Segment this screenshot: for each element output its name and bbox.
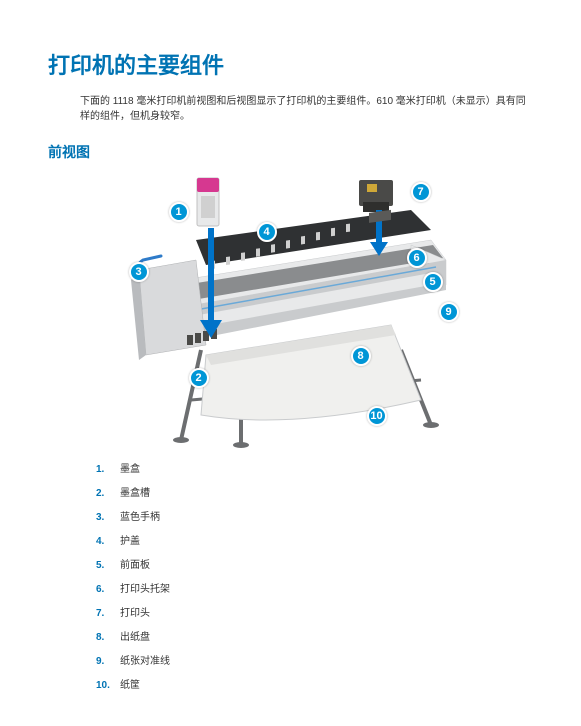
list-label: 护盖 (120, 536, 140, 547)
list-label: 出纸盘 (120, 632, 150, 643)
printer-illustration (91, 170, 491, 450)
callout-5: 5 (423, 272, 443, 292)
list-item: 3.蓝色手柄 (96, 508, 533, 523)
callout-4: 4 (257, 222, 277, 242)
list-item: 9.纸张对准线 (96, 652, 533, 667)
list-label: 纸筐 (120, 680, 140, 691)
list-number: 6. (96, 584, 120, 595)
front-view-diagram: 1 2 3 4 5 6 7 8 9 10 (91, 170, 491, 450)
callout-8: 8 (351, 346, 371, 366)
list-number: 1. (96, 464, 120, 475)
page-title: 打印机的主要组件 (48, 48, 533, 80)
list-item: 1.墨盒 (96, 460, 533, 475)
list-number: 2. (96, 488, 120, 499)
list-label: 打印头 (120, 608, 150, 619)
list-label: 打印头托架 (120, 584, 170, 595)
components-list: 1.墨盒 2.墨盒槽 3.蓝色手柄 4.护盖 5.前面板 6.打印头托架 7.打印头 8.出纸… (96, 460, 533, 691)
intro-text: 下面的 1118 毫米打印机前视图和后视图显示了打印机的主要组件。610 毫米打… (80, 94, 533, 124)
callout-2: 2 (189, 368, 209, 388)
list-label: 纸张对准线 (120, 656, 170, 667)
list-item: 7.打印头 (96, 604, 533, 619)
list-number: 10. (96, 680, 120, 691)
list-number: 5. (96, 560, 120, 571)
list-label: 墨盒 (120, 464, 140, 475)
list-label: 蓝色手柄 (120, 512, 160, 523)
list-item: 6.打印头托架 (96, 580, 533, 595)
list-number: 3. (96, 512, 120, 523)
callout-7: 7 (411, 182, 431, 202)
callout-1: 1 (169, 202, 189, 222)
list-label: 前面板 (120, 560, 150, 571)
list-number: 4. (96, 536, 120, 547)
list-item: 5.前面板 (96, 556, 533, 571)
list-item: 8.出纸盘 (96, 628, 533, 643)
list-number: 7. (96, 608, 120, 619)
list-item: 10.纸筐 (96, 676, 533, 691)
callout-10: 10 (367, 406, 387, 426)
list-item: 2.墨盒槽 (96, 484, 533, 499)
callout-9: 9 (439, 302, 459, 322)
callout-3: 3 (129, 262, 149, 282)
section-heading-front-view: 前视图 (48, 142, 533, 162)
list-number: 9. (96, 656, 120, 667)
callout-6: 6 (407, 248, 427, 268)
list-item: 4.护盖 (96, 532, 533, 547)
list-number: 8. (96, 632, 120, 643)
list-label: 墨盒槽 (120, 488, 150, 499)
